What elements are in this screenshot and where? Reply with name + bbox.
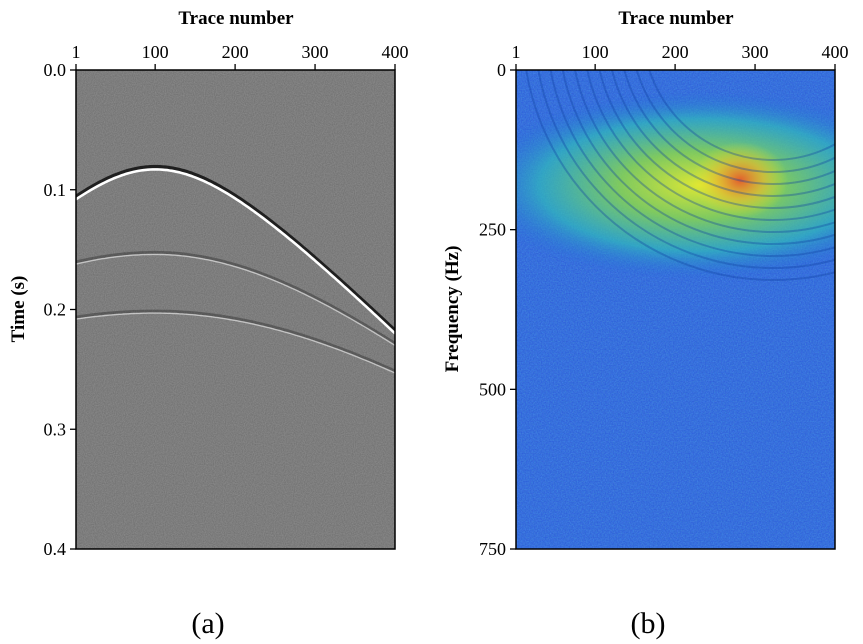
- panel-b-ring: [525, 70, 835, 281]
- panel-b-x-tick-label: 200: [662, 42, 689, 62]
- panel-a-event-2: [76, 253, 395, 346]
- panel-b-y-tick-label: 500: [479, 379, 506, 399]
- panel-b-energy-band: [516, 90, 835, 280]
- panel-b-ylabel: Frequency (Hz): [442, 246, 463, 373]
- panel-b-ring: [549, 70, 835, 257]
- panel-b-ring: [623, 70, 835, 185]
- panel-a-caption: (a): [191, 607, 224, 640]
- panel-b-spectrum: 1 100 200 300 400 0 250 500 750 Trace number Fr…: [442, 8, 849, 640]
- panel-a-event-shadow: [76, 164, 395, 334]
- panel-a-y-tick-label: 0.3: [44, 419, 67, 439]
- panel-a-noise: [76, 70, 395, 549]
- panel-b-ring: [574, 70, 835, 233]
- panel-a-y-tick-label: 0.0: [44, 60, 67, 80]
- panel-b-xlabel: Trace number: [618, 8, 734, 29]
- panel-a-x-tick-label: 400: [382, 42, 409, 62]
- panel-b-ring: [598, 70, 835, 209]
- panel-a-x-tick-label: 100: [142, 42, 169, 62]
- panel-b-ring: [610, 70, 835, 197]
- panel-b-ring: [537, 70, 835, 269]
- panel-b-x-tick-label: 100: [582, 42, 609, 62]
- panel-a-y-tick-label: 0.1: [44, 180, 67, 200]
- panel-a-event-shadow: [76, 250, 395, 345]
- panel-b-y-tick-label: 250: [479, 220, 506, 240]
- panel-a-x-tick-label: 1: [72, 42, 81, 62]
- panel-a-event-3: [76, 312, 395, 374]
- panel-b-energy-peak: [692, 142, 788, 218]
- panel-a-y-tick-label: 0.2: [44, 300, 67, 320]
- panel-b-x-tick-label: 1: [512, 42, 521, 62]
- panel-a-seismic-section: 1 100 200 300 400 0.0 0.1 0.2 0.3 0.4 Trace numb…: [8, 8, 409, 640]
- panel-b-x-tick-label: 300: [742, 42, 769, 62]
- panel-a-event-1: [76, 168, 395, 335]
- panel-b-ring: [648, 70, 835, 161]
- panel-a-x-tick-label: 300: [302, 42, 329, 62]
- panel-a-y-tick-label: 0.4: [44, 539, 67, 559]
- panel-b-caption: (b): [631, 607, 666, 640]
- panel-b-y-tick-label: 0: [497, 60, 506, 80]
- panel-b-ring: [586, 70, 835, 221]
- panel-b-y-tick-label: 750: [479, 539, 506, 559]
- panel-a-ylabel: Time (s): [8, 276, 29, 343]
- panel-a-x-tick-label: 200: [222, 42, 249, 62]
- panel-a-event-shadow: [76, 309, 395, 373]
- panel-b-x-tick-label: 400: [822, 42, 849, 62]
- panel-b-ring: [561, 70, 835, 245]
- panel-a-xlabel: Trace number: [178, 8, 294, 29]
- panel-b-ring: [635, 70, 835, 173]
